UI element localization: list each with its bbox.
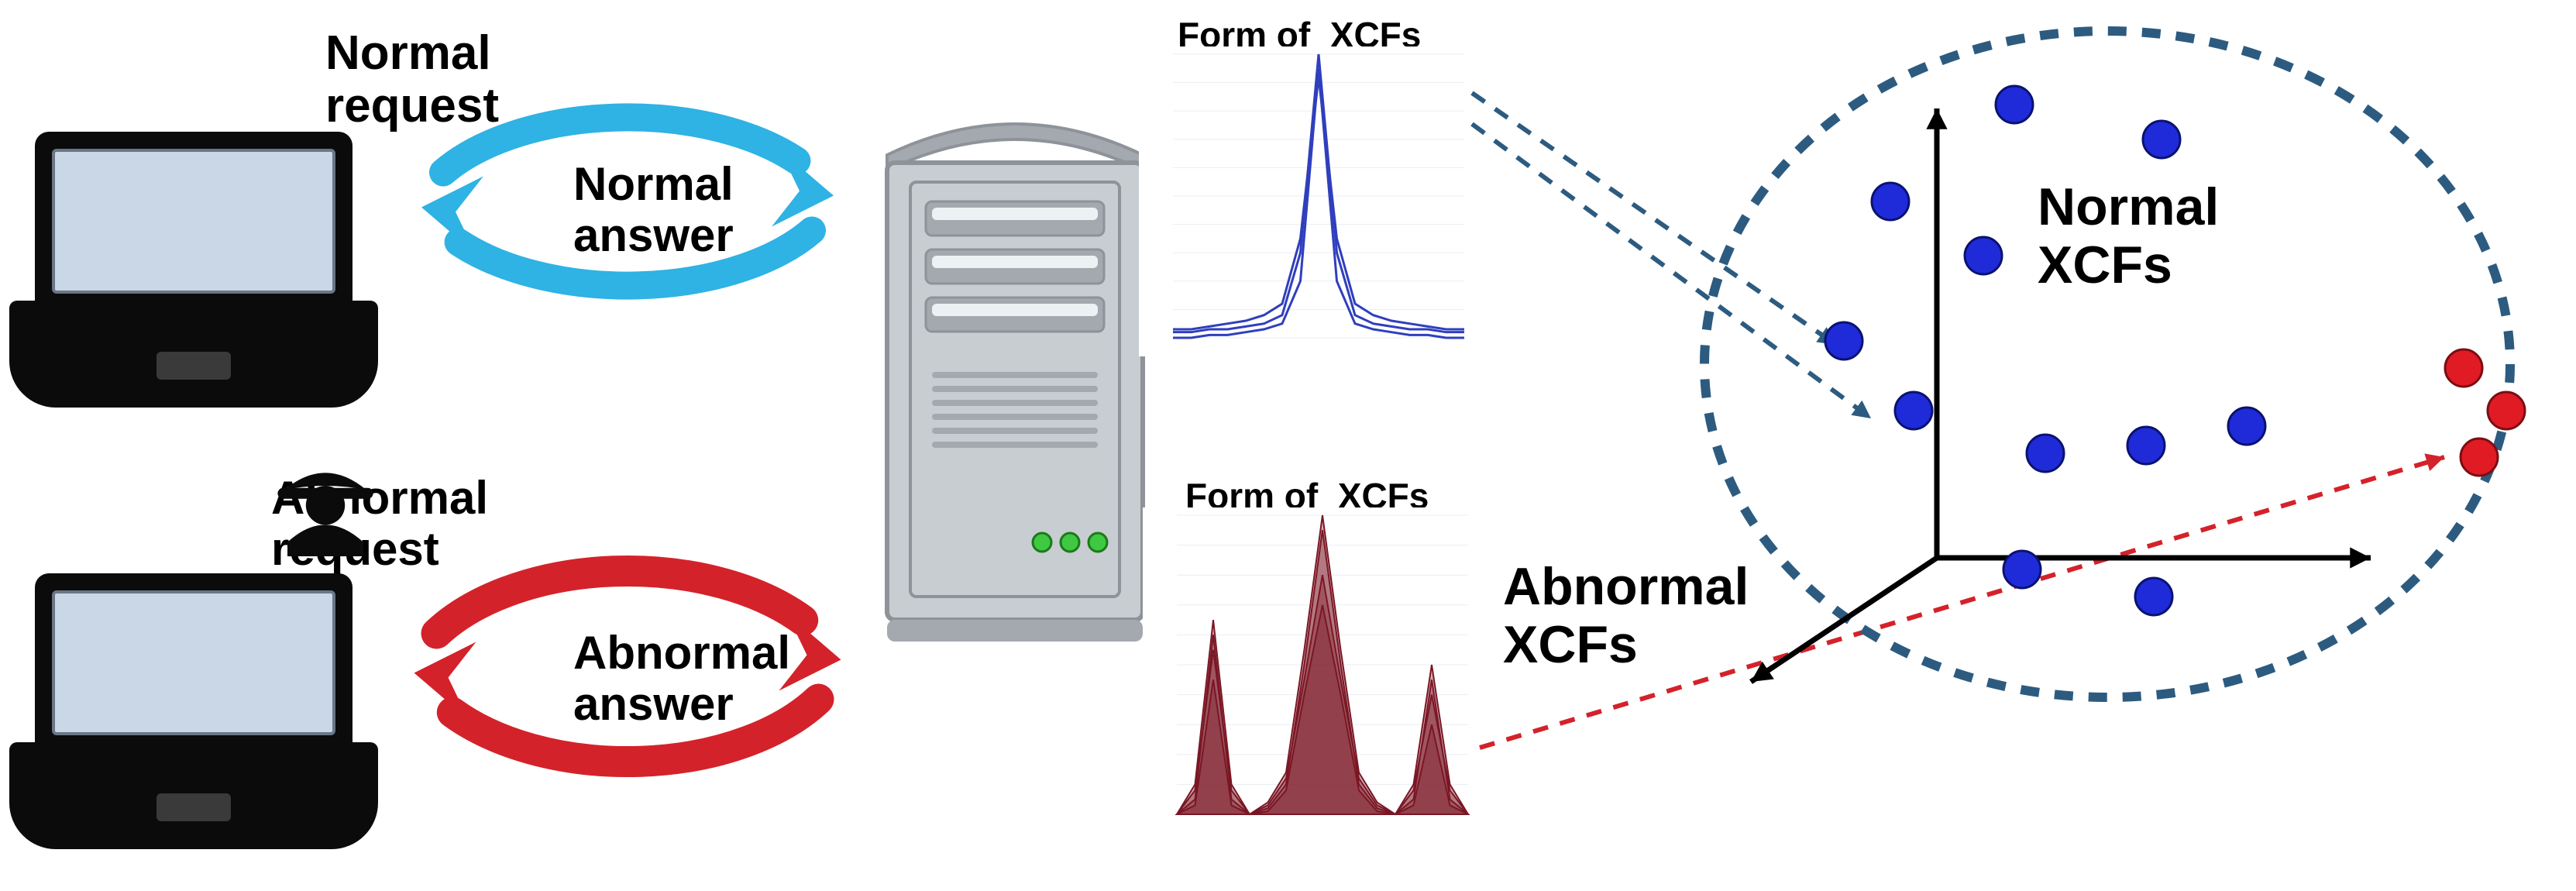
server-drive-slot — [932, 256, 1098, 268]
axis-z — [1751, 558, 1937, 682]
server-led-icon — [1061, 533, 1079, 552]
normal-point-10 — [2135, 578, 2172, 615]
normal-point-2 — [1872, 183, 1909, 220]
server-vent — [932, 386, 1098, 392]
server-vent — [932, 442, 1098, 448]
laptop-bottom-icon-screen — [35, 573, 353, 752]
server-drive-slot — [932, 304, 1098, 316]
abnormal-exchange-arrows — [310, 442, 945, 891]
connector-normal-arrowhead-icon — [1816, 327, 1836, 345]
axis-z-arrowhead-icon — [1751, 662, 1774, 682]
abnormal-exchange-arrows-request-arc — [437, 571, 803, 634]
normal-exchange-arrows — [318, 0, 937, 411]
laptop-bottom-icon-trackpad — [156, 793, 230, 821]
connector-normal-0 — [1472, 93, 1836, 345]
server-vent — [932, 400, 1098, 406]
normal-point-6 — [2027, 435, 2064, 472]
chart-normal-xcf — [1139, 46, 1472, 356]
connector-normal-1 — [1472, 124, 1871, 418]
normal-point-9 — [2003, 551, 2041, 588]
server-led-icon — [1033, 533, 1051, 552]
cluster-boundary — [1704, 31, 2510, 697]
label-normal-xcfs: Normal XCFs — [2038, 178, 2219, 294]
laptop-bottom-icon-display — [52, 590, 335, 735]
server-vent — [932, 414, 1098, 420]
chart-normal-xcf-series-2 — [1173, 77, 1464, 329]
laptop-bottom-icon — [35, 573, 353, 829]
laptop-top-icon-screen — [35, 132, 353, 311]
abnormal-point-1 — [2488, 392, 2525, 429]
label-abnormal-xcfs: Abnormal XCFs — [1503, 558, 1749, 674]
chart-abnormal-xcf — [1143, 507, 1476, 833]
server-led-icon — [1089, 533, 1107, 552]
server-vent — [932, 372, 1098, 378]
server-drive-slot — [932, 208, 1098, 220]
normal-point-5 — [1895, 392, 1932, 429]
laptop-top-icon — [35, 132, 353, 387]
connector-normal-arrowhead-icon — [1851, 401, 1871, 418]
chart-normal-xcf-series-1 — [1173, 68, 1464, 338]
server-vent — [932, 428, 1098, 434]
laptop-top-icon-trackpad — [156, 352, 230, 380]
abnormal-point-0 — [2445, 349, 2482, 387]
normal-exchange-arrows-request-arc — [443, 117, 796, 172]
normal-point-7 — [2127, 427, 2165, 464]
connector-abnormal-arrowhead-icon — [2424, 453, 2444, 471]
normal-point-4 — [1825, 322, 1862, 359]
abnormal-point-2 — [2461, 439, 2498, 476]
normal-point-0 — [1996, 86, 2033, 123]
abnormal-exchange-arrows-answer-arc — [452, 700, 819, 762]
normal-point-3 — [1965, 237, 2002, 274]
axis-y-arrowhead-icon — [1926, 108, 1947, 129]
normal-exchange-arrows-answer-arc — [459, 231, 812, 286]
axis-x-arrowhead-icon — [2350, 547, 2371, 568]
normal-point-8 — [2228, 408, 2265, 445]
normal-point-1 — [2143, 121, 2180, 158]
laptop-top-icon-display — [52, 149, 335, 294]
chart-normal-xcf-series-0 — [1173, 54, 1464, 332]
